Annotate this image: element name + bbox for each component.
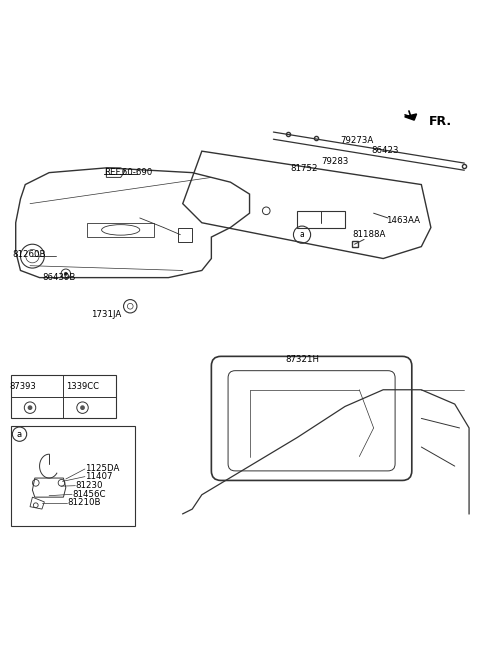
Text: 81230: 81230: [75, 481, 103, 490]
Text: 79283: 79283: [321, 157, 348, 166]
Text: 1731JA: 1731JA: [91, 310, 121, 319]
Text: 86439B: 86439B: [42, 273, 75, 282]
Text: 86423: 86423: [371, 146, 399, 155]
Text: 81188A: 81188A: [352, 229, 385, 239]
Polygon shape: [405, 114, 417, 120]
Text: 1339CC: 1339CC: [66, 382, 99, 390]
Circle shape: [80, 405, 85, 410]
Text: 87393: 87393: [10, 382, 36, 390]
Text: 1125DA: 1125DA: [85, 464, 119, 473]
Text: 81210B: 81210B: [67, 498, 101, 507]
Text: 1463AA: 1463AA: [385, 216, 420, 225]
Text: REF.60-690: REF.60-690: [104, 168, 152, 177]
Text: a: a: [17, 430, 22, 439]
Text: 87321H: 87321H: [285, 355, 319, 364]
Circle shape: [28, 405, 33, 410]
Text: 81260B: 81260B: [12, 250, 46, 259]
Text: 81456C: 81456C: [72, 490, 106, 499]
Text: FR.: FR.: [429, 115, 452, 128]
Text: 79273A: 79273A: [340, 136, 373, 145]
Text: a: a: [300, 230, 304, 239]
Text: 11407: 11407: [85, 472, 112, 481]
Text: 81752: 81752: [290, 164, 318, 174]
Circle shape: [64, 272, 68, 276]
